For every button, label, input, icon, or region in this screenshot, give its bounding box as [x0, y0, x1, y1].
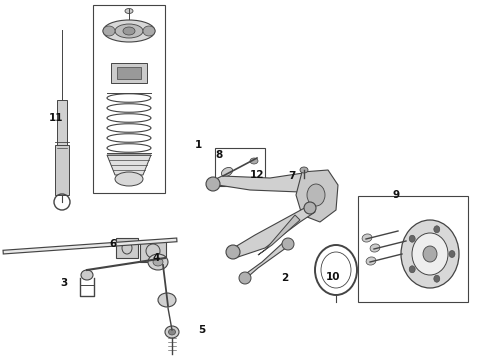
Ellipse shape — [158, 293, 176, 307]
Ellipse shape — [115, 172, 143, 186]
Text: 1: 1 — [195, 140, 202, 150]
Ellipse shape — [115, 24, 143, 38]
Ellipse shape — [250, 158, 258, 164]
Text: 8: 8 — [216, 150, 222, 160]
Ellipse shape — [434, 275, 440, 282]
Ellipse shape — [401, 220, 459, 288]
Bar — [358, 196, 468, 302]
Ellipse shape — [81, 270, 93, 280]
Ellipse shape — [409, 266, 415, 273]
Ellipse shape — [307, 184, 325, 206]
Text: 10: 10 — [326, 272, 340, 282]
Ellipse shape — [300, 167, 308, 173]
Ellipse shape — [423, 246, 437, 262]
Ellipse shape — [153, 258, 163, 266]
Bar — [116, 238, 138, 258]
Ellipse shape — [370, 244, 380, 252]
Bar — [140, 240, 166, 262]
Text: 11: 11 — [49, 113, 63, 123]
Ellipse shape — [143, 26, 155, 36]
Ellipse shape — [206, 177, 220, 191]
Polygon shape — [258, 215, 300, 255]
Ellipse shape — [226, 245, 240, 259]
Polygon shape — [240, 240, 290, 282]
Text: 12: 12 — [250, 170, 264, 180]
Ellipse shape — [103, 26, 115, 36]
Bar — [55, 145, 69, 195]
Ellipse shape — [304, 202, 316, 214]
Bar — [215, 148, 265, 186]
Ellipse shape — [103, 20, 155, 42]
Ellipse shape — [362, 234, 372, 242]
Ellipse shape — [434, 226, 440, 233]
Polygon shape — [230, 205, 315, 258]
Ellipse shape — [169, 329, 175, 335]
Ellipse shape — [282, 238, 294, 250]
Ellipse shape — [409, 235, 415, 242]
Ellipse shape — [165, 326, 179, 338]
Ellipse shape — [123, 27, 135, 35]
Ellipse shape — [221, 167, 233, 177]
Polygon shape — [296, 170, 338, 222]
Bar — [93, 5, 165, 193]
Ellipse shape — [125, 9, 133, 13]
Ellipse shape — [366, 257, 376, 265]
Text: 5: 5 — [198, 325, 205, 335]
Bar — [117, 67, 141, 79]
Ellipse shape — [239, 272, 251, 284]
Text: 3: 3 — [61, 278, 68, 288]
Ellipse shape — [148, 254, 168, 270]
Bar — [57, 100, 67, 145]
Polygon shape — [107, 155, 151, 175]
Text: 4: 4 — [152, 253, 159, 263]
Polygon shape — [208, 172, 320, 192]
Text: 9: 9 — [392, 190, 399, 200]
Bar — [111, 63, 147, 83]
Text: 7: 7 — [288, 171, 295, 181]
Ellipse shape — [449, 251, 455, 257]
Ellipse shape — [310, 177, 322, 189]
Text: 2: 2 — [281, 273, 289, 283]
Text: 6: 6 — [109, 239, 117, 249]
Ellipse shape — [412, 233, 448, 275]
